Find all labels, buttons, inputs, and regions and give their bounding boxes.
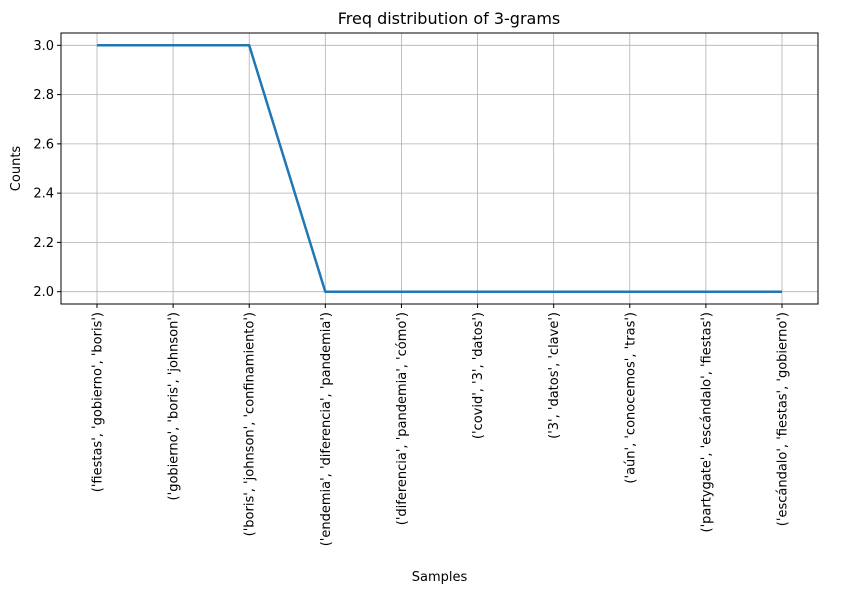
x-tick-label: ('diferencia', 'pandemia', 'cómo') (395, 312, 410, 525)
y-tick-label: 2.4 (33, 187, 54, 202)
chart-title: Freq distribution of 3-grams (338, 9, 561, 28)
x-axis-label: Samples (412, 570, 468, 585)
axes-frame (60, 32, 819, 305)
x-tick-label: ('covid', '3', 'datos') (471, 312, 486, 439)
x-tick-label: ('3', 'datos', 'clave') (547, 312, 562, 439)
y-tick-label: 2.8 (33, 88, 54, 103)
x-axis-ticks: ('fiestas', 'gobierno', 'boris') ('gobier… (91, 304, 791, 546)
y-tick-label: 2.6 (33, 137, 54, 152)
y-tick-label: 2.2 (33, 236, 54, 251)
y-tick-label: 3.0 (33, 39, 54, 54)
x-tick-label: ('endemia', 'diferencia', 'pandemia') (319, 312, 334, 546)
series-line (97, 44, 782, 293)
x-tick-label: ('aún', 'conocemos', 'tras') (623, 312, 638, 484)
grid (61, 33, 818, 304)
series-line-group (97, 44, 782, 293)
x-tick-label: ('partygate', 'escándalo', 'fiestas') (699, 312, 714, 533)
x-tick-label: ('escándalo', 'fiestas', 'gobierno') (776, 312, 791, 526)
x-tick-label: ('boris', 'johnson', 'confinamiento') (243, 312, 258, 536)
y-axis-ticks: 2.0 2.2 2.4 2.6 2.8 3.0 (33, 39, 61, 300)
x-tick-label: ('fiestas', 'gobierno', 'boris') (91, 312, 106, 492)
x-tick-label: ('gobierno', 'boris', 'johnson') (167, 312, 182, 500)
y-tick-label: 2.0 (33, 285, 54, 300)
y-axis-label: Counts (9, 146, 24, 192)
